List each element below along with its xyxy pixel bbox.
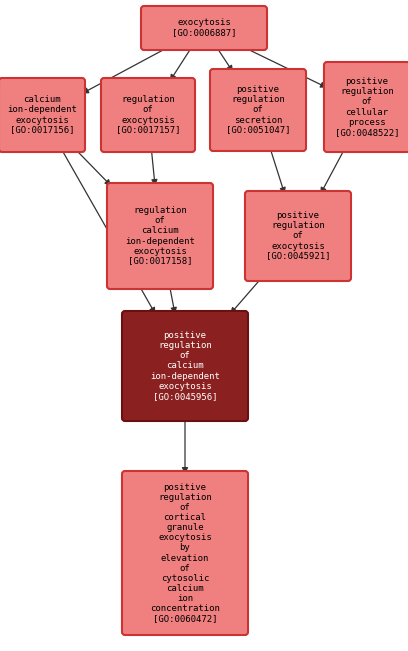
Text: positive
regulation
of
cortical
granule
exocytosis
by
elevation
of
cytosolic
cal: positive regulation of cortical granule … (150, 483, 220, 623)
Text: positive
regulation
of
secretion
[GO:0051047]: positive regulation of secretion [GO:005… (226, 85, 290, 135)
Text: positive
regulation
of
calcium
ion-dependent
exocytosis
[GO:0045956]: positive regulation of calcium ion-depen… (150, 331, 220, 400)
FancyBboxPatch shape (122, 471, 248, 635)
Text: exocytosis
[GO:0006887]: exocytosis [GO:0006887] (172, 18, 236, 38)
FancyBboxPatch shape (107, 183, 213, 289)
FancyBboxPatch shape (141, 6, 267, 50)
FancyBboxPatch shape (101, 78, 195, 152)
Text: regulation
of
exocytosis
[GO:0017157]: regulation of exocytosis [GO:0017157] (116, 96, 180, 135)
FancyBboxPatch shape (324, 62, 408, 152)
Text: positive
regulation
of
cellular
process
[GO:0048522]: positive regulation of cellular process … (335, 77, 399, 137)
FancyBboxPatch shape (122, 311, 248, 421)
Text: calcium
ion-dependent
exocytosis
[GO:0017156]: calcium ion-dependent exocytosis [GO:001… (7, 96, 77, 135)
Text: regulation
of
calcium
ion-dependent
exocytosis
[GO:0017158]: regulation of calcium ion-dependent exoc… (125, 206, 195, 266)
FancyBboxPatch shape (245, 191, 351, 281)
FancyBboxPatch shape (0, 78, 85, 152)
FancyBboxPatch shape (210, 69, 306, 151)
Text: positive
regulation
of
exocytosis
[GO:0045921]: positive regulation of exocytosis [GO:00… (266, 212, 330, 260)
